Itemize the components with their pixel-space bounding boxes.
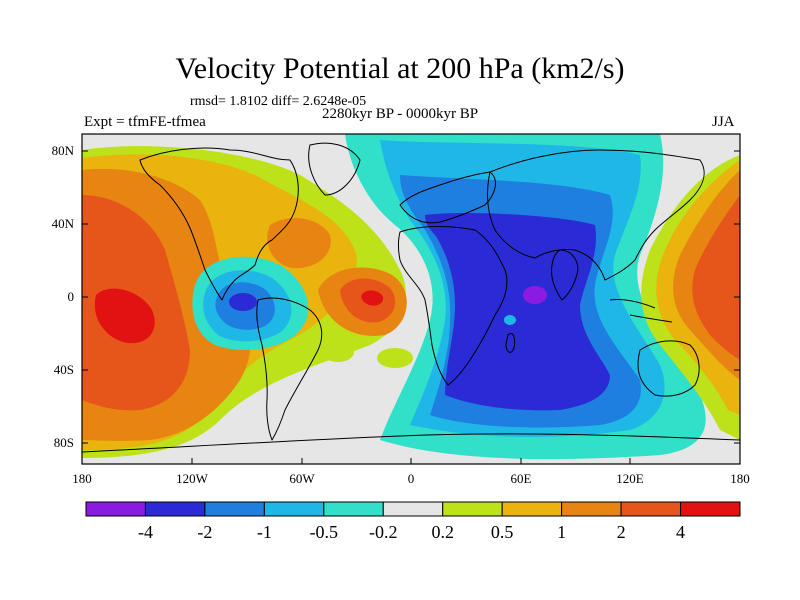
colorbar-label: 1: [557, 522, 567, 542]
lon-label-120e: 120E: [616, 471, 644, 486]
contour-west-4: [94, 288, 155, 344]
lat-label-40s: 40S: [53, 362, 74, 377]
experiment-label: Expt = tfmFE-tfmea: [84, 114, 206, 130]
contour-tatl-4: [361, 290, 384, 306]
colorbar-swatch: [561, 501, 622, 517]
lon-label-120w: 120W: [176, 471, 208, 486]
colorbar-label: -2: [197, 522, 213, 542]
colorbar-swatch: [263, 501, 325, 517]
colorbar-label: 4: [676, 522, 686, 542]
contour-cam-neg2: [229, 293, 257, 311]
lon-label-180e: 180: [730, 471, 750, 486]
coastline-madagascar: [505, 333, 516, 353]
coastline-se-asia: [609, 299, 673, 323]
lat-label-80n: 80N: [51, 143, 74, 158]
coastline-africa: [398, 225, 508, 386]
lon-label-60e: 60E: [510, 471, 532, 486]
lat-label-80s: 80S: [53, 435, 74, 450]
colorbar-label: -4: [137, 522, 153, 542]
coastline-north-america: [139, 147, 299, 301]
coastline-australia: [637, 340, 700, 397]
lon-label-0: 0: [407, 471, 415, 486]
colorbar-label: 0.2: [431, 522, 454, 542]
colorbar-label: -0.5: [309, 522, 339, 542]
contour-ow-neg1-spot: [504, 315, 516, 325]
lat-label-eq: 0: [67, 289, 75, 304]
contour-fe-2: [692, 195, 740, 360]
colorbar-swatch: [680, 501, 741, 517]
season-label: JJA: [712, 114, 735, 130]
coastline-asia: [487, 149, 705, 281]
plot-title: Velocity Potential at 200 hPa (km2/s): [175, 52, 625, 85]
period-label: 2280kyr BP - 0000kyr BP: [322, 106, 479, 122]
colorbar-label: -1: [256, 522, 272, 542]
colorbar-label: 2: [616, 522, 626, 542]
lat-label-40n: 40N: [51, 216, 74, 231]
colorbar-swatch: [501, 501, 563, 517]
colorbar-swatch: [620, 501, 682, 517]
colorbar-swatch: [204, 501, 265, 517]
colorbar-label: 0.5: [490, 522, 514, 542]
contour-ow-neg4: [523, 286, 547, 304]
contour-satl-0p2: [377, 348, 413, 368]
colorbar-label: -0.2: [369, 522, 398, 542]
contour-ow-neg2: [425, 213, 610, 411]
stats-label: rmsd= 1.8102 diff= 2.6248e-05: [190, 94, 367, 109]
lon-label-180w: 180: [72, 471, 92, 486]
colorbar-swatch: [382, 501, 444, 517]
colorbar-swatch: [144, 501, 206, 517]
contour-natl-1: [267, 217, 331, 269]
coastline-greenland: [308, 142, 361, 196]
coastline-south-america: [256, 297, 323, 441]
coastline-europe: [399, 171, 496, 224]
contour-sam-0p2: [322, 342, 354, 362]
colorbar-swatch: [442, 501, 503, 517]
coastline-antarctica: [82, 433, 740, 453]
coastline-india: [551, 249, 579, 301]
colorbar-swatch: [85, 501, 146, 517]
lon-label-60w: 60W: [289, 471, 315, 486]
colorbar-swatch: [323, 501, 384, 517]
